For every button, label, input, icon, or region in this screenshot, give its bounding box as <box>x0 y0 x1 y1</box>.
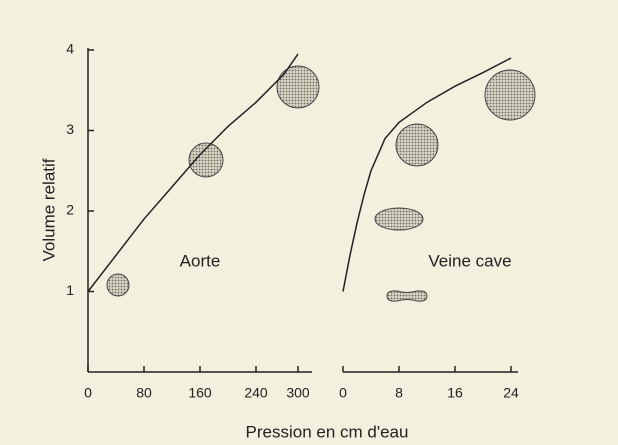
y-axis-label: Volume relatif <box>39 158 58 261</box>
x-tick-label: 24 <box>503 385 519 401</box>
x-tick-label: 8 <box>395 385 403 401</box>
y-tick-label: 1 <box>66 282 74 298</box>
vein-section <box>484 69 536 121</box>
vein-section <box>395 123 439 167</box>
vein-section <box>374 207 424 231</box>
x-tick-label: 0 <box>84 385 92 401</box>
x-axis-label: Pression en cm d'eau <box>246 422 409 441</box>
x-tick-label: 0 <box>339 385 347 401</box>
x-tick-label: 160 <box>188 385 212 401</box>
x-tick-label: 80 <box>136 385 152 401</box>
y-tick-label: 4 <box>66 41 74 57</box>
curve <box>342 57 512 292</box>
vein-section <box>386 290 428 302</box>
x-tick-label: 300 <box>286 385 310 401</box>
aorta-section <box>276 65 320 109</box>
vessel-sections <box>106 65 536 302</box>
annotation: Veine cave <box>428 251 511 270</box>
y-tick-label: 3 <box>66 121 74 137</box>
aorta-section <box>106 273 130 297</box>
y-tick-label: 2 <box>66 202 74 218</box>
aorta-section <box>188 142 224 178</box>
curve <box>87 53 299 292</box>
x-tick-label: 16 <box>447 385 463 401</box>
x-tick-label: 240 <box>244 385 268 401</box>
annotation: Aorte <box>180 251 221 270</box>
